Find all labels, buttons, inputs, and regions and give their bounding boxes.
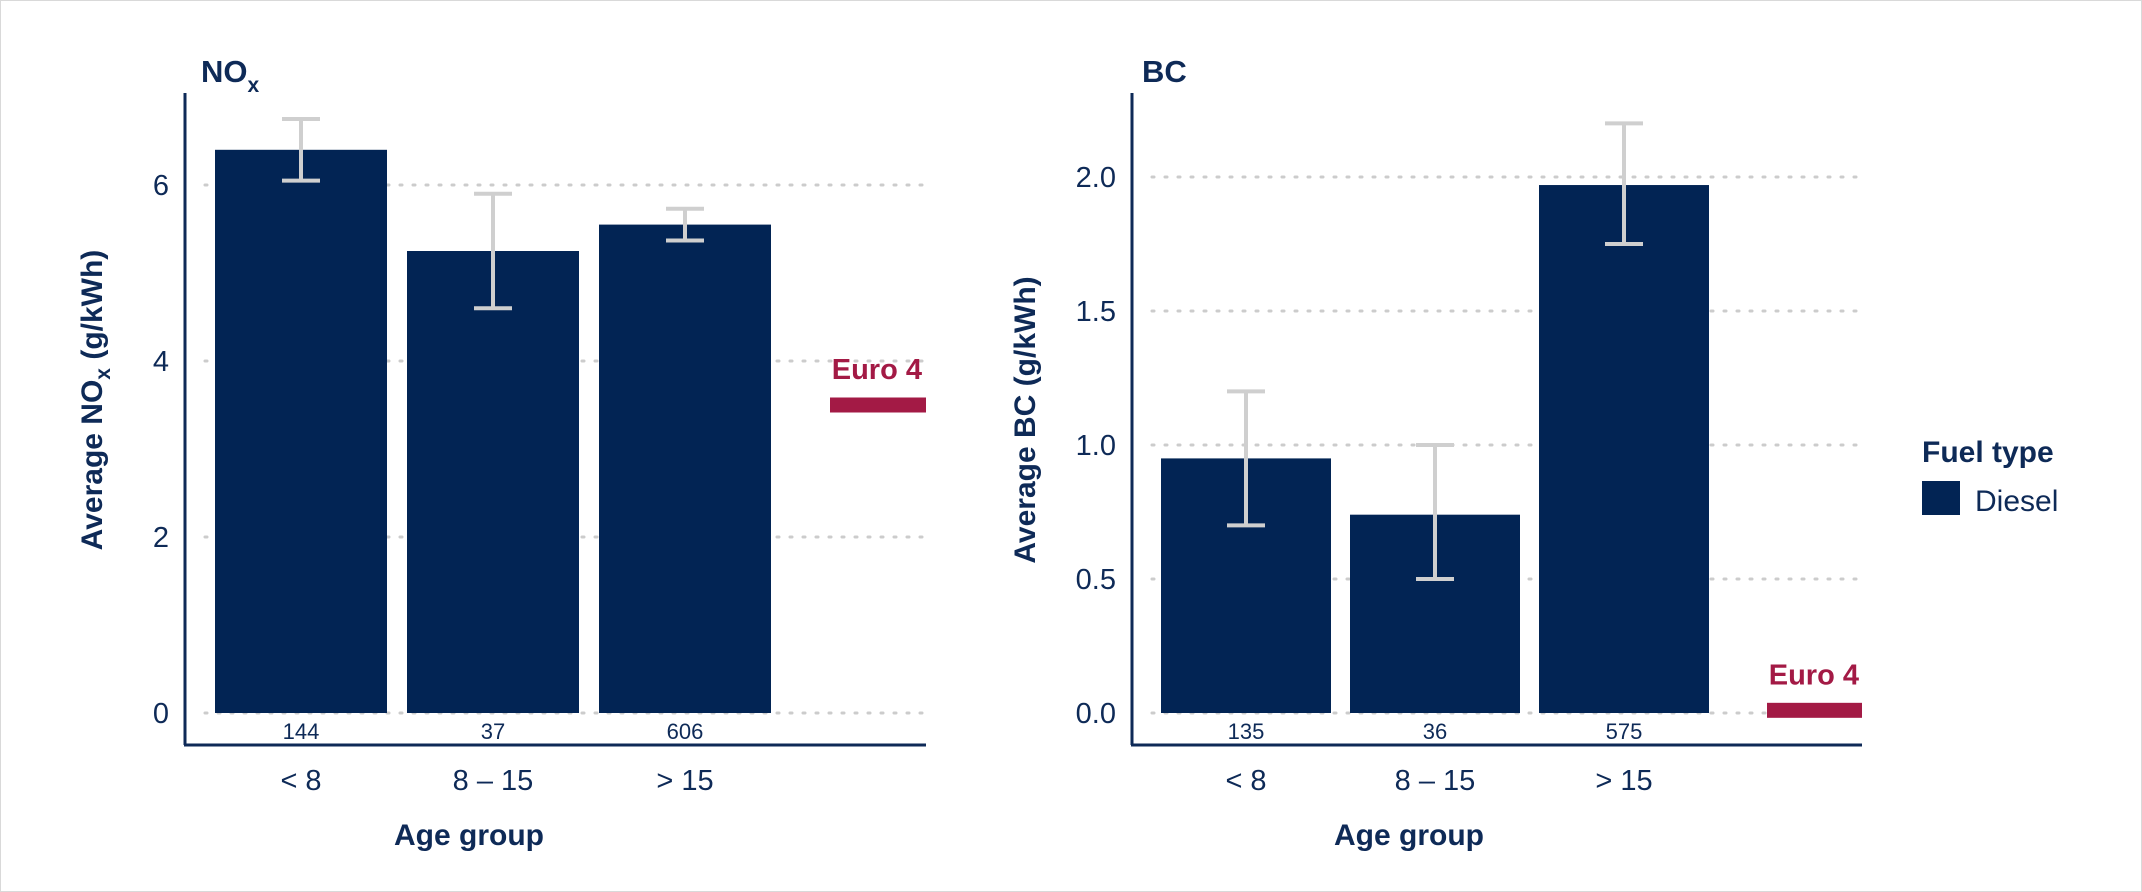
error-bar-nox-2	[666, 206, 704, 243]
bar-nox-1	[407, 251, 579, 713]
panel-title-nox: NOx	[201, 54, 260, 97]
x-tick-label-nox-0: < 8	[280, 765, 321, 797]
x-axis-label-bc: Age group	[1334, 819, 1484, 852]
y-tick-label-bc: 0.0	[1076, 698, 1116, 730]
y-tick-label-nox: 4	[153, 346, 169, 378]
y-tick-label-bc: 2.0	[1076, 162, 1116, 194]
legend-label-diesel: Diesel	[1975, 485, 2058, 518]
y-tick-label-bc: 1.5	[1076, 296, 1116, 328]
error-bar-bc-1	[1416, 443, 1454, 581]
euro4-reference-bar-nox	[830, 397, 926, 413]
count-label-nox-2: 606	[667, 719, 704, 744]
error-bar-nox-1	[474, 191, 512, 311]
y-axis-label-nox: Average NOx (g/kWh)	[76, 250, 115, 551]
legend-swatch-diesel	[1922, 481, 1960, 515]
x-tick-label-bc-0: < 8	[1225, 765, 1266, 797]
legend-title: Fuel type	[1922, 436, 2054, 469]
error-bar-bc-0	[1227, 389, 1265, 528]
count-label-nox-0: 144	[283, 719, 320, 744]
y-tick-label-bc: 1.0	[1076, 430, 1116, 462]
y-axis-label-bc: Average BC (g/kWh)	[1009, 276, 1042, 563]
error-bar-bc-2	[1605, 121, 1643, 246]
bar-nox-2	[599, 224, 771, 713]
panel-title-bc: BC	[1142, 54, 1187, 89]
count-label-bc-0: 135	[1228, 719, 1265, 744]
euro4-reference-bar-bc	[1767, 702, 1862, 718]
y-tick-label-nox: 6	[153, 170, 169, 202]
count-label-nox-1: 37	[481, 719, 505, 744]
legend: Fuel type Diesel	[1922, 436, 2058, 518]
x-tick-label-nox-2: > 15	[656, 765, 713, 797]
x-axis-label-nox: Age group	[394, 819, 544, 852]
x-tick-label-bc-2: > 15	[1595, 765, 1652, 797]
x-tick-label-nox-1: 8 – 15	[453, 765, 534, 797]
panel-nox: NOx Average NOx (g/kWh) Age group 0 2 4 6 1…	[76, 54, 928, 852]
bar-bc-2	[1539, 185, 1709, 714]
euro4-reference-label-bc: Euro 4	[1769, 659, 1859, 691]
y-tick-label-bc: 0.5	[1076, 564, 1116, 596]
panel-bc: BC Average BC (g/kWh) Age group 0.0 0.5 1.…	[1009, 54, 1864, 852]
count-label-bc-1: 36	[1423, 719, 1447, 744]
y-tick-label-nox: 0	[153, 698, 169, 730]
bar-nox-0	[215, 149, 387, 714]
x-tick-label-bc-1: 8 – 15	[1395, 765, 1476, 797]
count-label-bc-2: 575	[1606, 719, 1643, 744]
y-tick-label-nox: 2	[153, 522, 169, 554]
euro4-reference-label-nox: Euro 4	[832, 354, 922, 386]
error-bar-nox-0	[282, 117, 320, 183]
